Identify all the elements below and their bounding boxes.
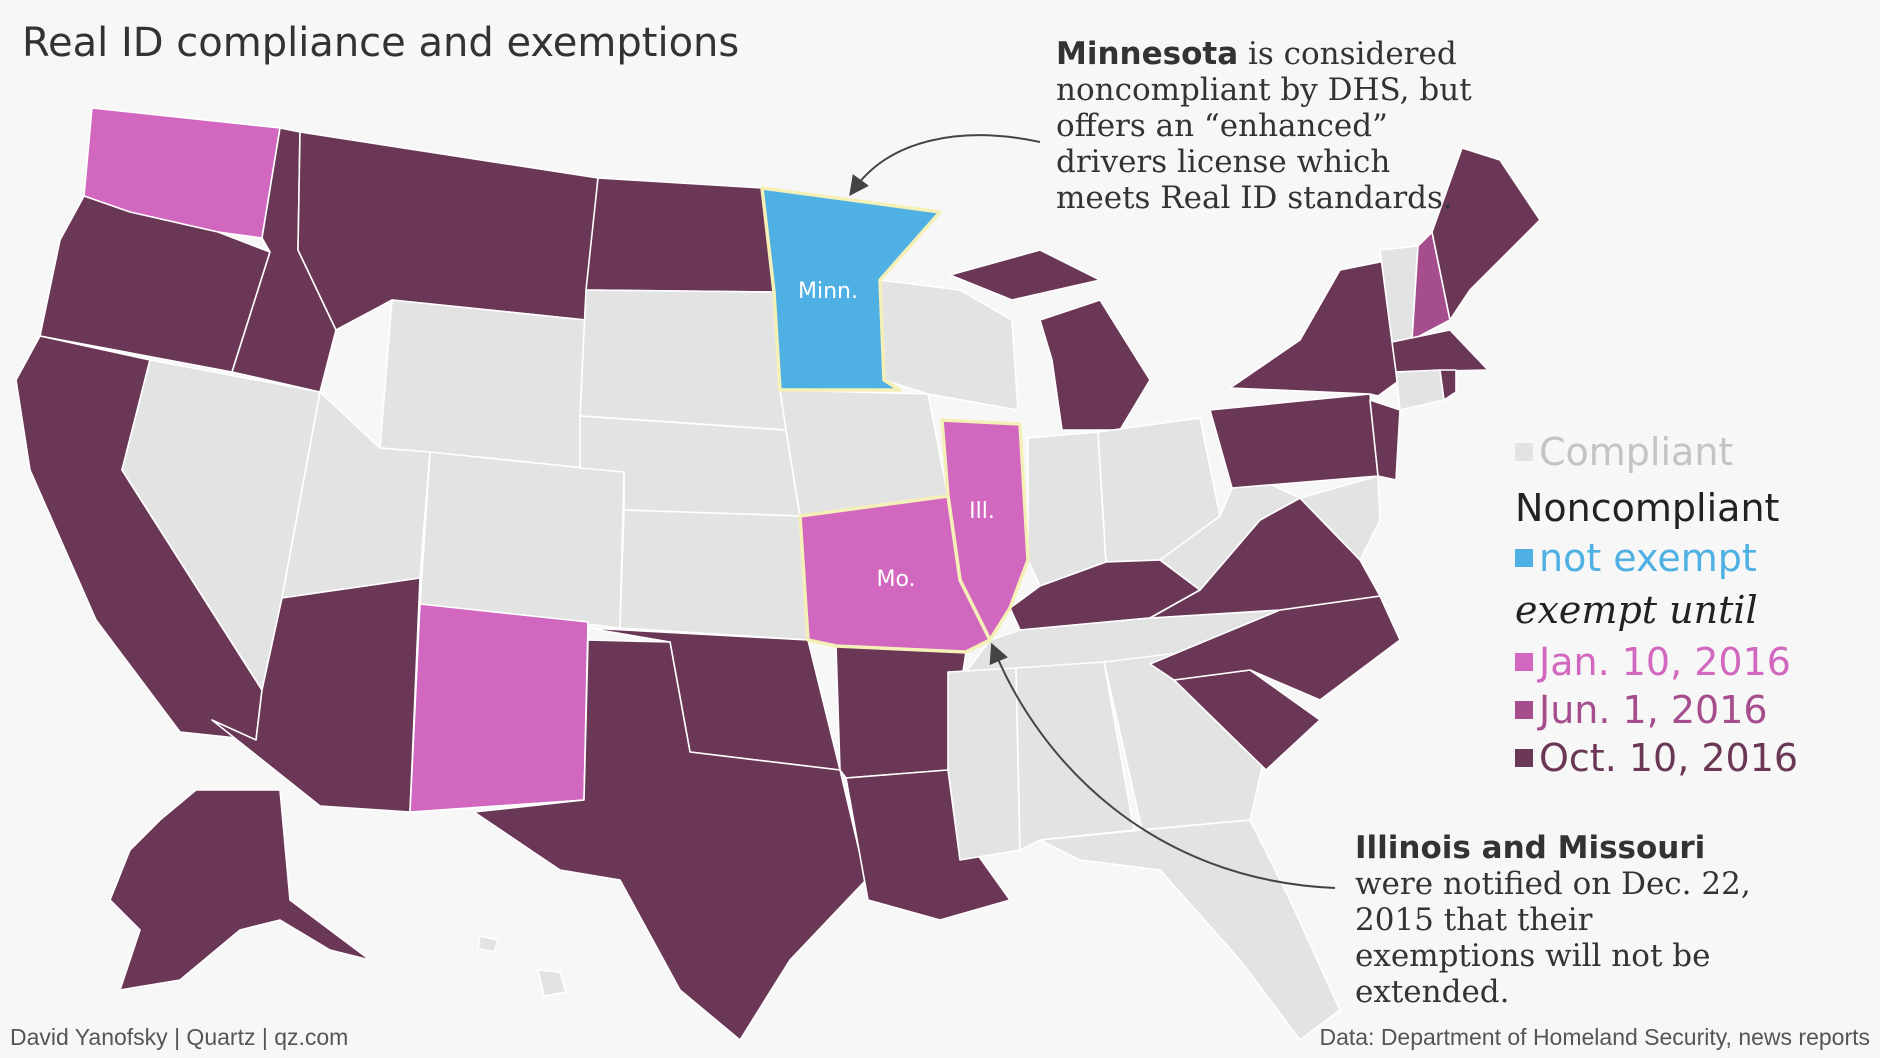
state-md xyxy=(1299,475,1381,561)
illinois-annotation: Illinois and Missouri were notified on D… xyxy=(1355,830,1775,1010)
state-hi xyxy=(477,935,567,997)
state-ny xyxy=(1229,259,1401,397)
legend-jan-label: Jan. 10, 2016 xyxy=(1539,640,1791,684)
legend-jun-swatch xyxy=(1515,701,1533,719)
legend-jun-label: Jun. 1, 2016 xyxy=(1539,688,1768,732)
legend-jan-swatch xyxy=(1515,653,1533,671)
legend-noncompliant-heading: Noncompliant xyxy=(1515,486,1780,530)
illinois-arrow xyxy=(989,642,1336,889)
state-wy xyxy=(379,299,587,469)
state-co xyxy=(419,451,625,629)
state-ri xyxy=(1439,369,1457,401)
illinois-annotation-text: were notified on Dec. 22, 2015 that thei… xyxy=(1355,866,1751,1010)
credit: David Yanofsky | Quartz | qz.com xyxy=(10,1024,349,1050)
state-ms xyxy=(947,667,1021,861)
state-ar xyxy=(835,645,967,779)
state-mn xyxy=(760,186,942,392)
state-fl xyxy=(1039,819,1341,1041)
state-ct xyxy=(1395,369,1445,411)
state-mo xyxy=(798,494,992,654)
state-nd xyxy=(585,177,775,293)
minnesota-annotation: Minnesota is considered noncompliant by … xyxy=(1056,36,1476,216)
legend-oct-swatch xyxy=(1515,749,1533,767)
source: Data: Department of Homeland Security, n… xyxy=(1319,1024,1870,1050)
state-mt xyxy=(297,131,599,331)
state-label-mo: Mo. xyxy=(876,567,915,592)
state-nm xyxy=(409,603,589,813)
map-title: Real ID compliance and exemptions xyxy=(22,20,740,66)
illinois-annotation-bold: Illinois and Missouri xyxy=(1355,830,1706,866)
legend-compliant-label: Compliant xyxy=(1539,430,1734,474)
legend: Compliant Noncompliant not exempt exempt… xyxy=(1515,428,1798,782)
state-ak xyxy=(109,789,371,991)
legend-exempt-until-heading: exempt until xyxy=(1515,588,1758,632)
state-az xyxy=(211,577,421,813)
state-ga xyxy=(1103,651,1265,831)
legend-not-exempt-label: not exempt xyxy=(1539,536,1757,580)
legend-jun: Jun. 1, 2016 xyxy=(1515,686,1798,734)
state-ut xyxy=(281,391,431,599)
legend-not-exempt: not exempt xyxy=(1515,534,1798,582)
state-label-il: Ill. xyxy=(969,499,995,524)
state-me xyxy=(1431,147,1541,321)
legend-oct: Oct. 10, 2016 xyxy=(1515,734,1798,782)
state-ia xyxy=(779,389,949,517)
state-in xyxy=(1027,431,1107,587)
legend-not-exempt-swatch xyxy=(1515,549,1533,567)
state-pa xyxy=(1209,393,1379,489)
legend-compliant-swatch xyxy=(1515,443,1533,461)
state-tx xyxy=(473,639,867,1041)
state-ks xyxy=(619,509,809,641)
state-nj xyxy=(1369,399,1401,481)
state-label-mn: Minn. xyxy=(798,279,858,304)
legend-oct-label: Oct. 10, 2016 xyxy=(1539,736,1799,780)
state-sd xyxy=(579,289,787,431)
legend-jan: Jan. 10, 2016 xyxy=(1515,638,1798,686)
minnesota-annotation-text: is considered noncompliant by DHS, but o… xyxy=(1056,36,1472,216)
minnesota-annotation-bold: Minnesota xyxy=(1056,36,1239,72)
state-ma xyxy=(1391,329,1489,373)
legend-compliant: Compliant xyxy=(1515,428,1798,476)
minnesota-arrow xyxy=(849,134,1041,197)
